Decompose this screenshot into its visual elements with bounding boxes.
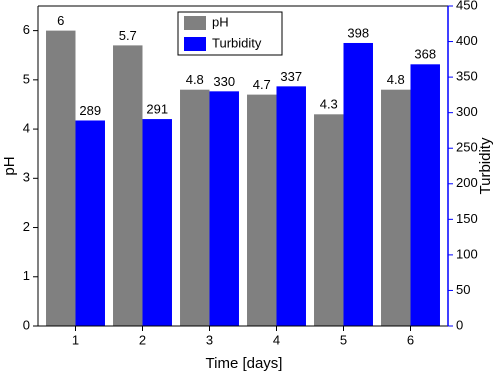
bar <box>75 120 105 326</box>
bar <box>142 119 172 326</box>
y-axis-label: pH <box>1 156 18 175</box>
x-tick-label: 5 <box>340 332 347 347</box>
y2-tick-label: 300 <box>456 104 478 119</box>
y2-tick-label: 200 <box>456 175 478 190</box>
y-tick-label: 3 <box>23 170 30 185</box>
y-tick-label: 2 <box>23 219 30 234</box>
y2-tick-label: 350 <box>456 69 478 84</box>
legend-swatch <box>184 37 206 51</box>
y2-tick-label: 50 <box>456 282 470 297</box>
y-tick-label: 5 <box>23 71 30 86</box>
value-label: 6 <box>57 13 64 28</box>
value-label: 368 <box>414 47 436 62</box>
bar <box>180 89 210 326</box>
bar <box>410 64 440 327</box>
bar <box>381 89 411 326</box>
y-tick-label: 4 <box>23 121 30 136</box>
y2-tick-label: 400 <box>456 33 478 48</box>
x-tick-label: 4 <box>273 332 280 347</box>
x-tick-label: 2 <box>139 332 146 347</box>
legend-swatch <box>184 16 206 30</box>
y-tick-label: 0 <box>23 317 30 332</box>
legend-label: Turbidity <box>212 35 262 50</box>
bar <box>343 42 373 326</box>
bar <box>314 114 344 326</box>
value-label: 4.8 <box>186 72 204 87</box>
y2-axis-label: Turbidity <box>477 137 494 194</box>
value-label: 398 <box>347 25 369 40</box>
value-label: 337 <box>280 69 302 84</box>
value-label: 4.8 <box>387 72 405 87</box>
y2-tick-label: 0 <box>456 317 463 332</box>
value-label: 289 <box>79 103 101 118</box>
value-label: 330 <box>213 74 235 89</box>
y2-tick-label: 150 <box>456 211 478 226</box>
y2-tick-label: 250 <box>456 140 478 155</box>
x-tick-label: 6 <box>407 332 414 347</box>
y-tick-label: 1 <box>23 268 30 283</box>
x-tick-label: 1 <box>72 332 79 347</box>
bar <box>247 94 277 326</box>
x-axis-label: Time [days] <box>206 355 283 372</box>
legend-label: pH <box>212 14 229 29</box>
bar <box>113 45 143 327</box>
y-tick-label: 6 <box>23 22 30 37</box>
value-label: 4.7 <box>253 77 271 92</box>
value-label: 291 <box>146 102 168 117</box>
bar <box>46 30 76 326</box>
value-label: 5.7 <box>119 28 137 43</box>
bar <box>276 86 306 326</box>
y2-tick-label: 450 <box>456 0 478 12</box>
bar <box>209 91 239 326</box>
y2-tick-label: 100 <box>456 246 478 261</box>
value-label: 4.3 <box>320 97 338 112</box>
x-tick-label: 3 <box>206 332 213 347</box>
